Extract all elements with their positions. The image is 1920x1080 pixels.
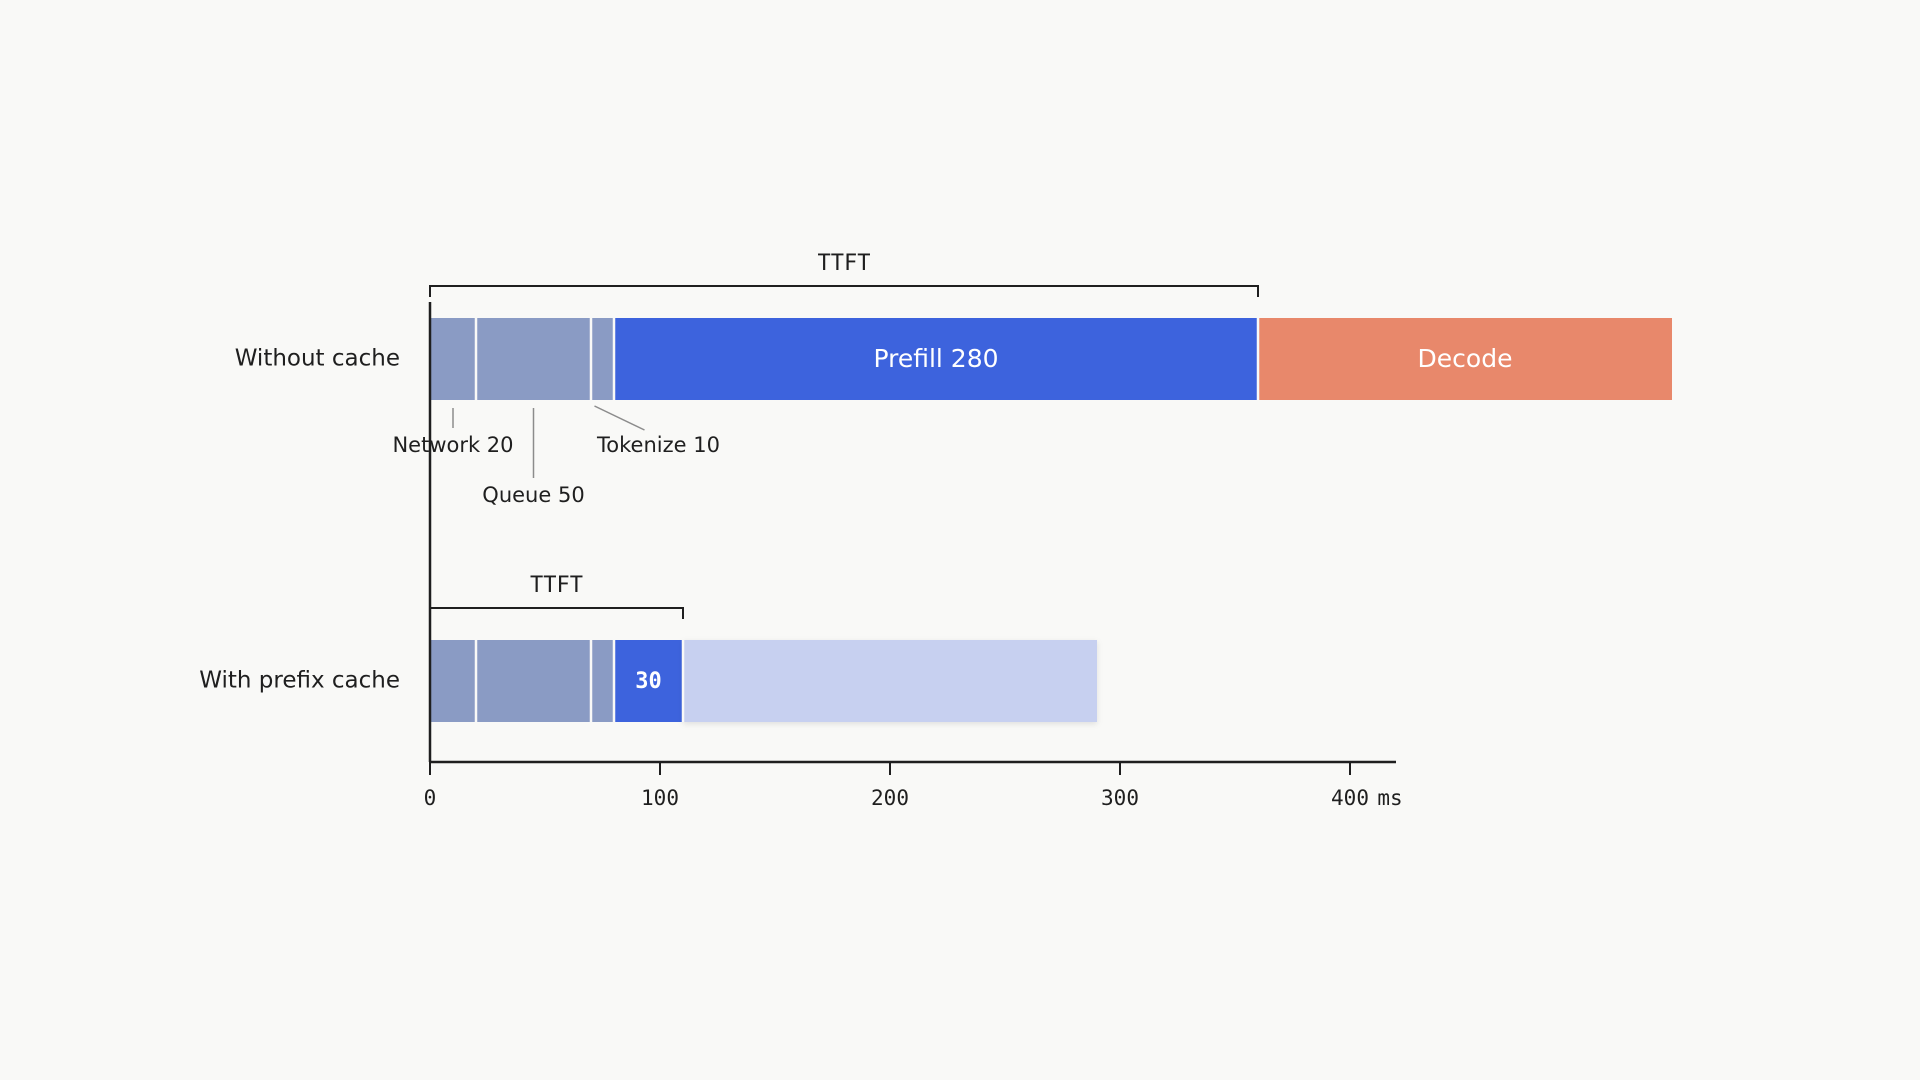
segment-label: 30 [635, 669, 662, 694]
annotation-leader [594, 405, 645, 431]
ttft-label: TTFT [530, 573, 583, 598]
bar-segment-decode [1258, 318, 1672, 400]
ttft-label: TTFT [818, 251, 871, 276]
bar-segment-prefill [614, 640, 683, 722]
bar-segment-tokenize [591, 318, 614, 400]
x-tick-label: 200 [871, 786, 909, 810]
x-tick-label: 0 [424, 786, 437, 810]
bar-segment-queue [476, 640, 591, 722]
segment-label: Decode [1418, 344, 1513, 373]
annotation-label: Network 20 [392, 433, 513, 457]
x-tick-label: 100 [641, 786, 679, 810]
x-tick-label: 400 [1331, 786, 1369, 810]
x-tick-label: 300 [1101, 786, 1139, 810]
bar-segment-network [430, 318, 476, 400]
row-label: With prefix cache [199, 668, 400, 694]
annotation-label: Tokenize 10 [596, 433, 720, 457]
bar-segment-network [430, 640, 476, 722]
segment-label: Prefill 280 [873, 344, 998, 373]
bar-segment-queue [476, 318, 591, 400]
ttft-bracket [429, 607, 684, 619]
bar-segment-prefill [614, 318, 1258, 400]
bar-segment-decode [683, 640, 1097, 722]
ttft-bracket [429, 285, 1259, 297]
bar-segment-tokenize [591, 640, 614, 722]
x-axis-unit: ms [1377, 786, 1402, 810]
annotation-label: Queue 50 [482, 483, 584, 507]
row-label: Without cache [235, 346, 400, 372]
